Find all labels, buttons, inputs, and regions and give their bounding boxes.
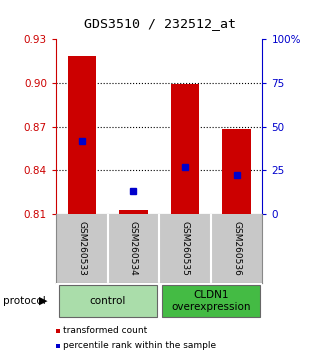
Bar <box>119 210 148 214</box>
Bar <box>59 285 156 317</box>
Text: GSM260536: GSM260536 <box>232 221 241 276</box>
Text: control: control <box>89 296 126 306</box>
Text: percentile rank within the sample: percentile rank within the sample <box>63 342 216 350</box>
Text: transformed count: transformed count <box>63 326 147 335</box>
Text: GSM260535: GSM260535 <box>180 221 189 276</box>
Text: CLDN1
overexpression: CLDN1 overexpression <box>171 290 251 312</box>
Bar <box>68 57 96 214</box>
Bar <box>171 84 199 214</box>
Text: GDS3510 / 232512_at: GDS3510 / 232512_at <box>84 17 236 30</box>
Text: GSM260534: GSM260534 <box>129 221 138 276</box>
Bar <box>222 130 251 214</box>
Text: GSM260533: GSM260533 <box>77 221 86 276</box>
Text: protocol: protocol <box>3 296 46 306</box>
Text: ▶: ▶ <box>39 296 47 306</box>
Bar <box>162 285 260 317</box>
